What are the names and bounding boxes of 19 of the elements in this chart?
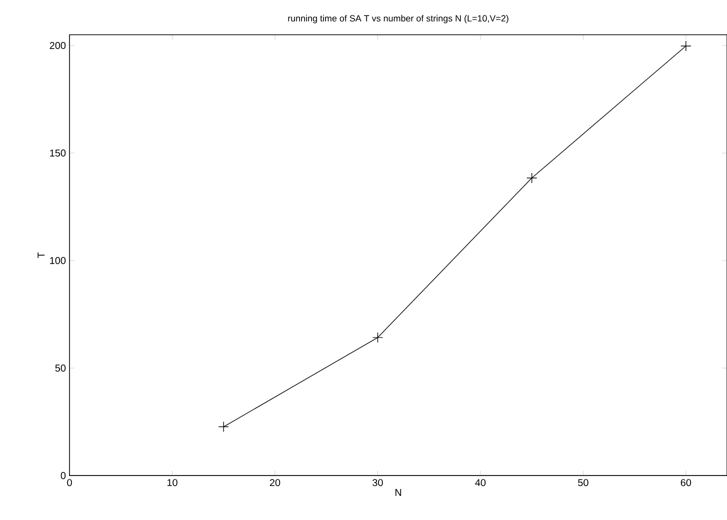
point <box>680 40 692 52</box>
x-tick-label: 20 <box>270 479 280 486</box>
y-tick-label: 150 <box>50 150 66 157</box>
x-tick-label: 30 <box>372 479 383 486</box>
point <box>218 421 229 432</box>
point <box>372 332 384 343</box>
chart-title: running time of SA T vs number of strings N (L=10,V=2) <box>288 14 508 24</box>
y-tick-label: 0 <box>60 472 66 480</box>
x-axis-title: N <box>395 488 402 496</box>
x-tick-label: 50 <box>578 479 588 486</box>
x-tick-label: 0 <box>67 479 72 486</box>
y-axis-title: T <box>38 252 45 258</box>
y-tick-label: 100 <box>50 257 66 264</box>
y-tick-label: 200 <box>50 42 66 50</box>
x-tick-label: 10 <box>167 479 178 486</box>
y-tick-label: 50 <box>55 364 66 372</box>
x-tick-label: 40 <box>475 479 486 486</box>
x-tick-label: 60 <box>680 479 692 486</box>
point <box>526 172 538 184</box>
